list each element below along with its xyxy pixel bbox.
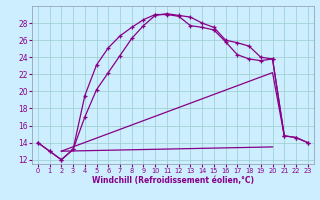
X-axis label: Windchill (Refroidissement éolien,°C): Windchill (Refroidissement éolien,°C) xyxy=(92,176,254,185)
